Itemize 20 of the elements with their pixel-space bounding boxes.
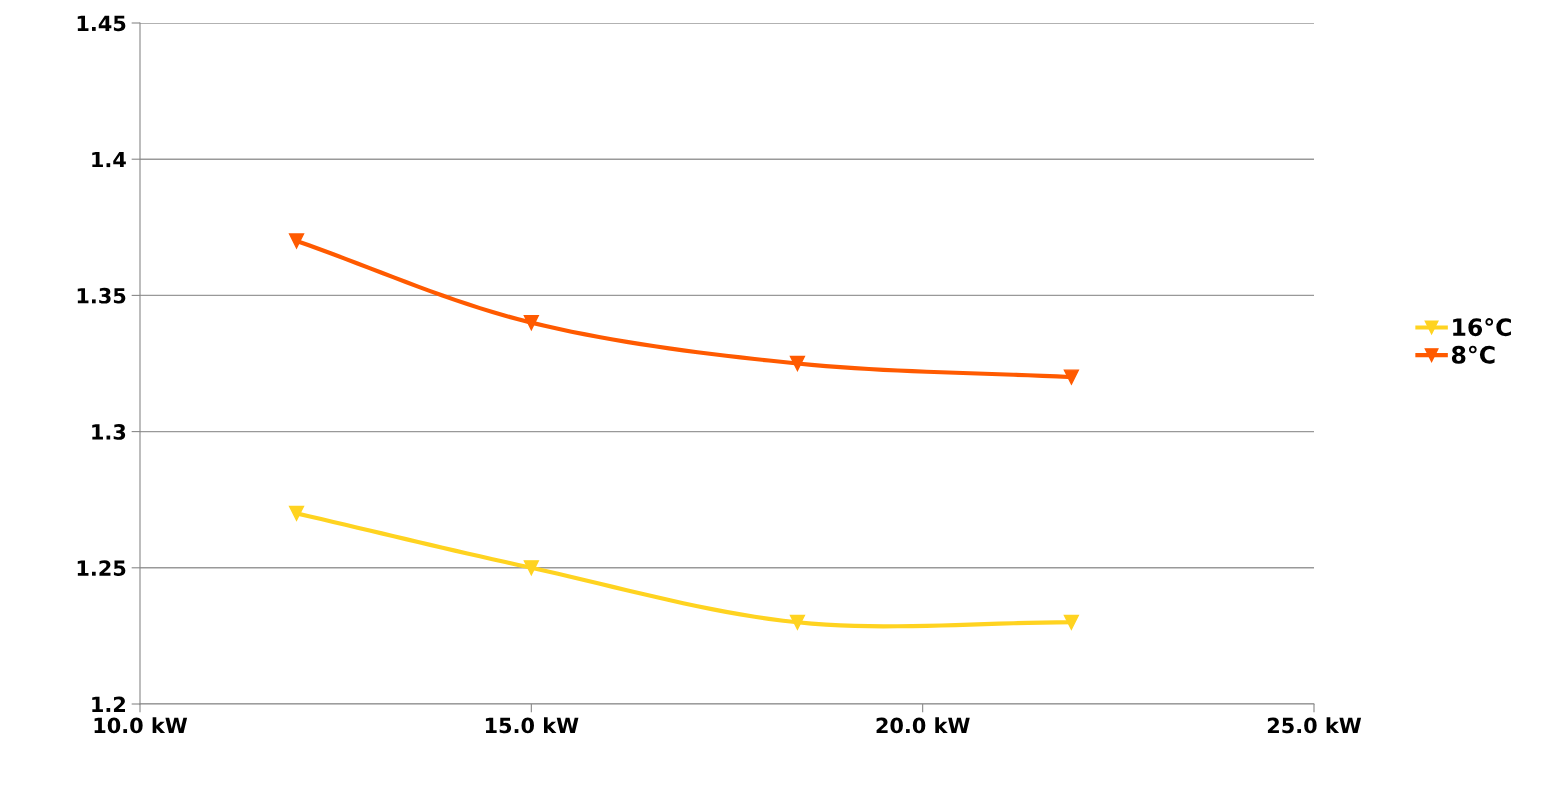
x-tick-label: 10.0 kW <box>94 717 188 734</box>
x-tick-label: 15.0 kW <box>485 717 579 734</box>
x-tick-label: 25.0 kW <box>1267 717 1362 734</box>
point <box>288 505 305 521</box>
y-tick-label: 1.45 <box>77 15 126 32</box>
y-tick-label: 1.35 <box>77 287 126 304</box>
legend-label: 8°C <box>1451 345 1495 364</box>
point <box>523 315 539 331</box>
point <box>789 355 806 372</box>
y-tick-label: 1.4 <box>92 151 126 168</box>
point <box>288 233 305 249</box>
point <box>1063 369 1080 385</box>
x-tick-label: 20.0 kW <box>876 717 970 734</box>
y-tick-label: 1.2 <box>92 696 125 712</box>
point <box>523 560 539 576</box>
y-tick-label: 1.3 <box>92 424 126 440</box>
point <box>789 614 806 630</box>
legend-label: 16°C <box>1453 318 1511 337</box>
y-tick-label: 1.25 <box>77 560 126 577</box>
point <box>1063 614 1080 630</box>
